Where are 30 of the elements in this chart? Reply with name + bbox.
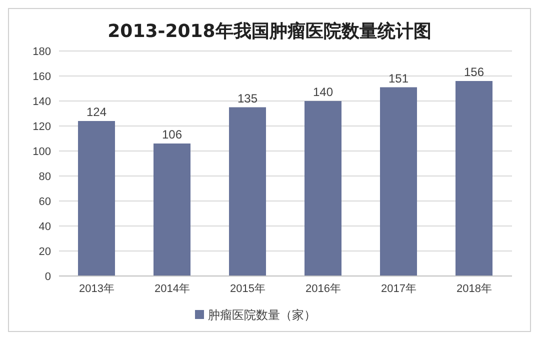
legend-label: 肿瘤医院数量（家） bbox=[208, 308, 316, 322]
bar bbox=[229, 107, 266, 276]
y-tick-label: 40 bbox=[38, 220, 51, 233]
x-tick-label: 2017年 bbox=[381, 282, 416, 295]
y-tick-label: 140 bbox=[32, 96, 51, 108]
y-tick-label: 80 bbox=[38, 170, 51, 183]
x-tick-label: 2016年 bbox=[306, 282, 341, 295]
y-tick-label: 20 bbox=[38, 246, 51, 258]
x-tick-label: 2018年 bbox=[456, 282, 492, 295]
x-tick-label: 2013年 bbox=[79, 282, 114, 295]
chart-title: 2013-2018年我国肿瘤医院数量统计图 bbox=[106, 20, 432, 43]
bar bbox=[456, 81, 492, 276]
data-label: 106 bbox=[162, 128, 182, 142]
bar bbox=[304, 101, 342, 276]
bar bbox=[380, 87, 417, 276]
data-label: 140 bbox=[312, 85, 334, 99]
y-tick-label: 60 bbox=[38, 196, 51, 208]
bar bbox=[154, 144, 190, 276]
data-label: 124 bbox=[86, 105, 107, 119]
x-tick-label: 2014年 bbox=[154, 282, 190, 295]
y-tick-label: 0 bbox=[44, 270, 51, 283]
y-tick-label: 180 bbox=[32, 46, 51, 58]
y-tick-label: 160 bbox=[32, 70, 51, 83]
data-label: 135 bbox=[237, 91, 258, 106]
x-tick-label: 2015年 bbox=[230, 282, 266, 295]
data-label: 151 bbox=[388, 71, 409, 86]
bar bbox=[78, 121, 115, 276]
y-tick-label: 100 bbox=[32, 146, 51, 158]
data-label: 156 bbox=[464, 65, 484, 79]
y-tick-label: 120 bbox=[32, 120, 51, 133]
